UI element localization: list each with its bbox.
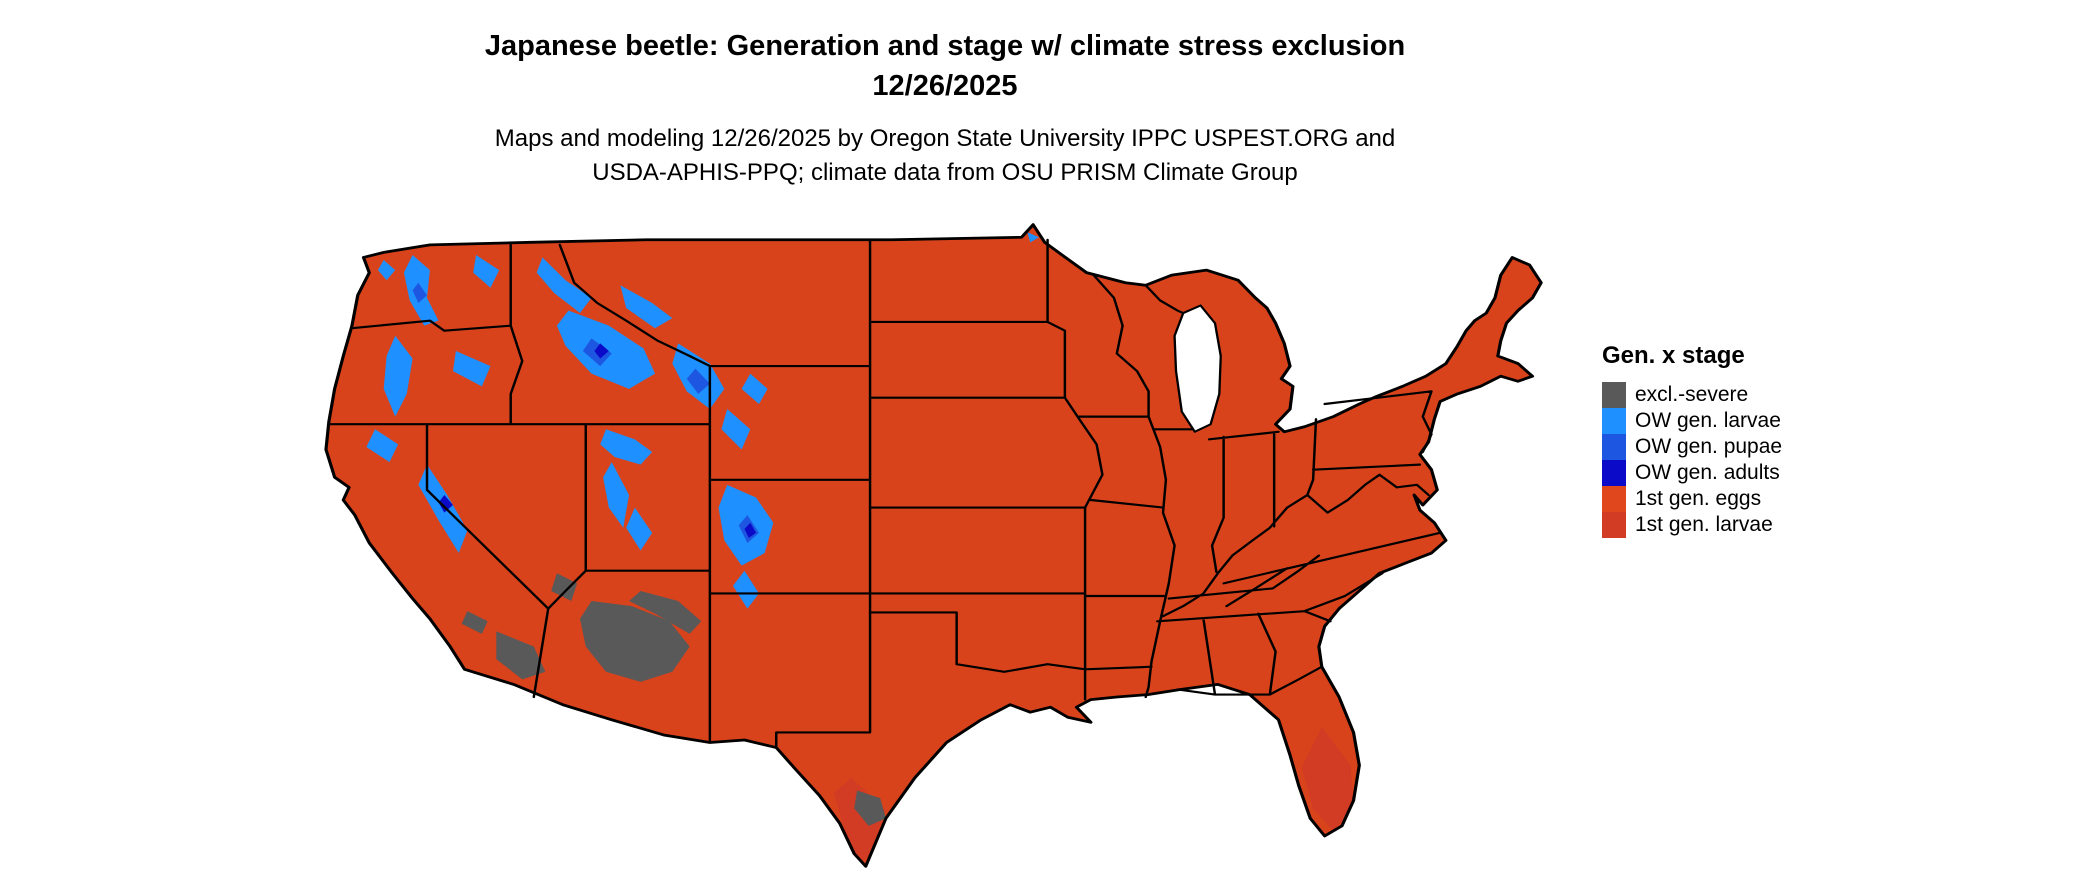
legend-label: 1st gen. eggs — [1635, 487, 1762, 510]
legend-swatch — [1602, 512, 1626, 538]
legend-swatch-icon — [1602, 512, 1626, 538]
legend: Gen. x stage excl.-severe OW gen. larvae… — [1602, 342, 1862, 538]
us-outline — [324, 223, 1543, 868]
legend-swatch — [1602, 486, 1626, 512]
legend-swatch — [1602, 460, 1626, 486]
legend-item-excl-severe: excl.-severe — [1602, 382, 1862, 408]
legend-label: 1st gen. larvae — [1635, 513, 1773, 536]
map-area — [300, 212, 1570, 884]
us-phenology-map — [324, 223, 1543, 868]
legend-swatch — [1602, 382, 1626, 408]
legend-swatch-icon — [1602, 486, 1626, 512]
state-borders — [327, 238, 1442, 749]
legend-title: Gen. x stage — [1602, 342, 1745, 369]
map-subtitle-line2: USDA-APHIS-PPQ; climate data from OSU PR… — [592, 159, 1298, 186]
lake-michigan — [1173, 304, 1222, 433]
map-title-line2: 12/26/2025 — [872, 70, 1018, 102]
legend-swatch-icon — [1602, 408, 1626, 434]
legend-label: OW gen. adults — [1635, 461, 1780, 484]
legend-swatch-icon — [1602, 460, 1626, 486]
map-subtitle: Maps and modeling 12/26/2025 by Oregon S… — [0, 122, 1890, 190]
legend-label: OW gen. pupae — [1635, 435, 1783, 458]
region-ow-gen-adults — [438, 343, 757, 538]
legend-item-ow-larvae: OW gen. larvae — [1602, 408, 1862, 434]
legend-swatch-icon — [1602, 434, 1626, 460]
region-excluded-severe — [461, 573, 886, 826]
legend-swatch — [1602, 408, 1626, 434]
map-subtitle-line1: Maps and modeling 12/26/2025 by Oregon S… — [494, 125, 1396, 152]
legend-label: excl.-severe — [1635, 383, 1749, 406]
map-title-line1: Japanese beetle: Generation and stage w/… — [484, 30, 1406, 62]
legend-item-ow-adults: OW gen. adults — [1602, 460, 1862, 486]
legend-item-first-gen-eggs: 1st gen. eggs — [1602, 486, 1862, 512]
legend-swatch — [1602, 434, 1626, 460]
legend-item-first-gen-larvae: 1st gen. larvae — [1602, 512, 1862, 538]
map-title: Japanese beetle: Generation and stage w/… — [0, 26, 1890, 106]
legend-item-ow-pupae: OW gen. pupae — [1602, 434, 1862, 460]
legend-swatch-icon — [1602, 382, 1626, 408]
legend-label: OW gen. larvae — [1635, 409, 1781, 432]
